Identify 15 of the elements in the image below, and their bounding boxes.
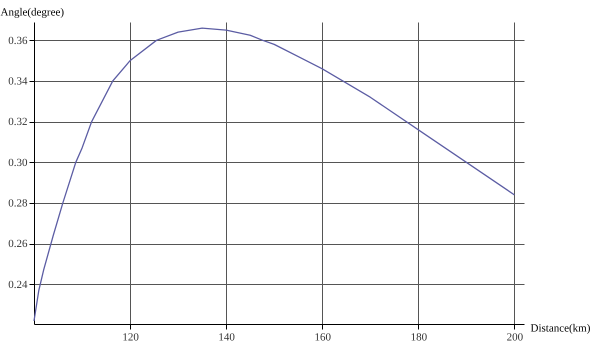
y-axis-title: Angle(degree) — [0, 6, 64, 18]
y-tick-label: 0.30 — [8, 156, 28, 169]
x-tick-label: 120 — [122, 332, 140, 343]
x-tick-label: 140 — [218, 332, 236, 343]
x-tick-label: 200 — [506, 332, 524, 343]
y-tick-label: 0.32 — [8, 116, 28, 128]
x-tick-label: 180 — [410, 332, 428, 343]
y-tick-label: 0.24 — [8, 278, 28, 291]
x-tick-label: 160 — [314, 332, 332, 343]
y-tick-label: 0.34 — [8, 75, 28, 88]
y-tick-label: 0.28 — [8, 197, 28, 210]
y-tick-label: 0.36 — [8, 34, 28, 47]
y-tick-label: 0.26 — [8, 238, 28, 250]
x-axis-title: Distance(km) — [530, 322, 591, 334]
line-series — [33, 27, 516, 322]
